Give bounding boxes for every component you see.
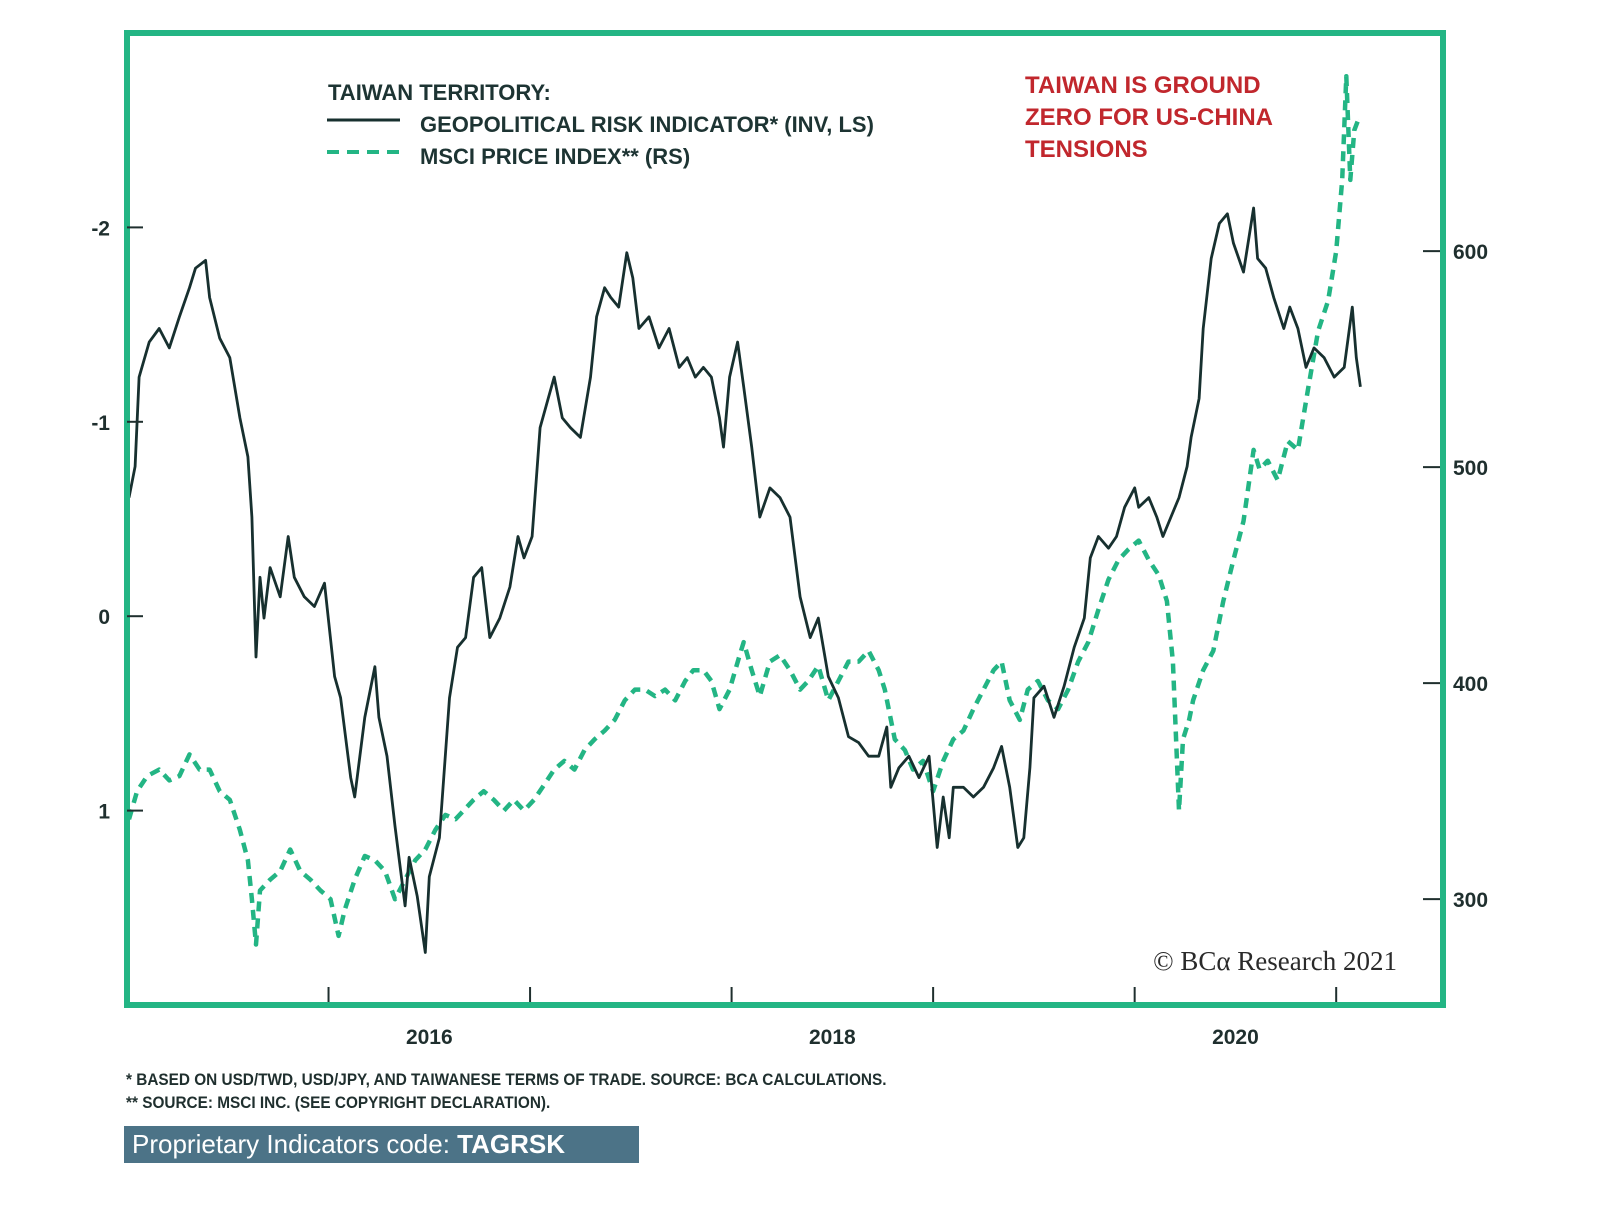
right-axis-tick-label: 500: [1453, 457, 1488, 480]
x-axis-tick-label: 2018: [809, 1026, 856, 1049]
x-axis-tick-label: 2016: [406, 1026, 453, 1049]
footnote-2: ** SOURCE: MSCI INC. (SEE COPYRIGHT DECL…: [126, 1094, 551, 1112]
left-axis-tick-label: -2: [91, 217, 110, 240]
left-axis-tick-label: -1: [91, 412, 110, 435]
legend-title: TAIWAN TERRITORY:: [328, 80, 551, 105]
x-axis-tick-label: 2020: [1212, 1026, 1259, 1049]
annotation-line-2: ZERO FOR US-CHINA: [1025, 104, 1273, 131]
legend-label-msci: MSCI PRICE INDEX** (RS): [420, 144, 690, 169]
annotation-line-3: TENSIONS: [1025, 136, 1148, 163]
annotation-line-1: TAIWAN IS GROUND: [1025, 72, 1261, 99]
legend-label-risk-indicator: GEOPOLITICAL RISK INDICATOR* (INV, LS): [420, 112, 874, 137]
right-axis-tick-label: 300: [1453, 889, 1488, 912]
badge-code: TAGRSK: [457, 1129, 566, 1159]
series-line-risk-indicator: [127, 206, 1362, 954]
right-axis-tick-label: 600: [1453, 241, 1488, 264]
copyright: © BCα Research 2021: [1153, 946, 1397, 976]
left-axis-tick-label: 0: [98, 606, 110, 629]
right-axis-tick-label: 400: [1453, 673, 1488, 696]
plot-frame: [124, 30, 1446, 1008]
series-line-msci: [126, 73, 1361, 947]
footnote-1: * BASED ON USD/TWD, USD/JPY, AND TAIWANE…: [126, 1071, 887, 1089]
badge-label: Proprietary Indicators code:: [132, 1129, 458, 1159]
indicator-code-badge: Proprietary Indicators code: TAGRSK: [124, 1126, 639, 1163]
left-axis-tick-label: 1: [98, 801, 110, 824]
